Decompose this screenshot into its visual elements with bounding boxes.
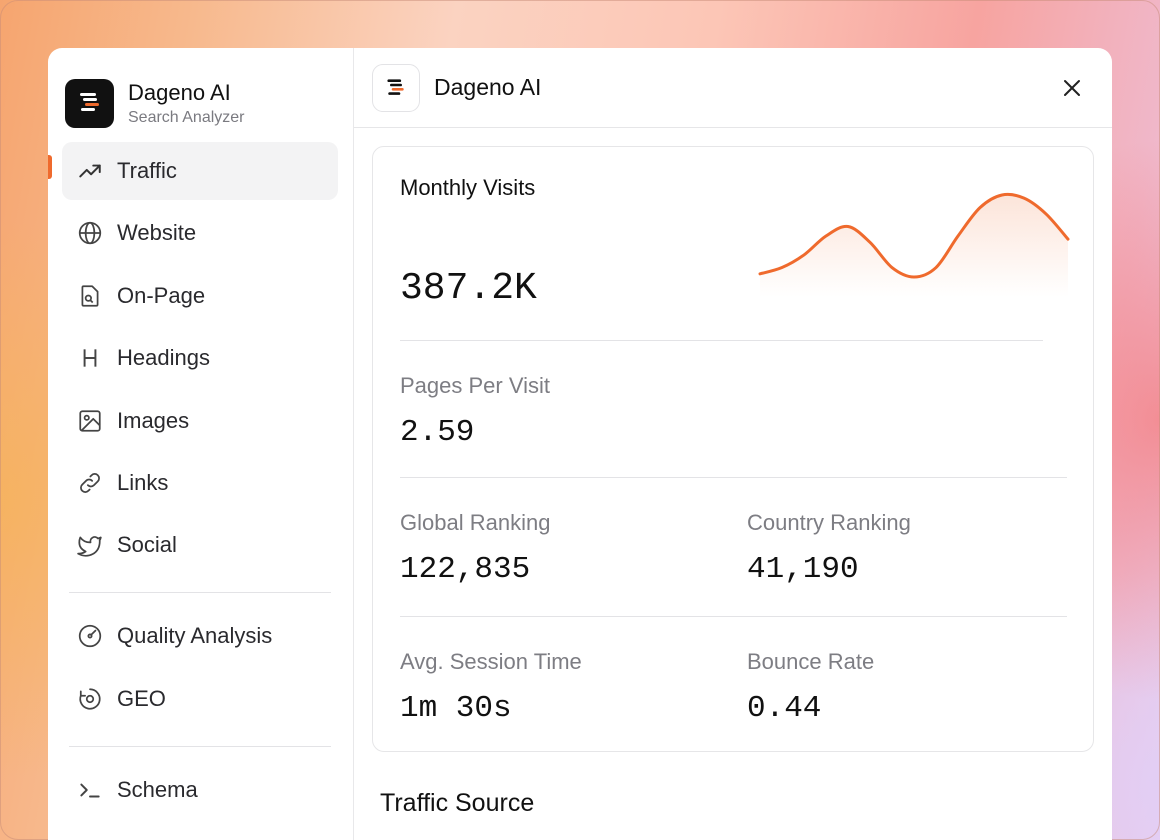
sidebar-divider xyxy=(69,592,331,594)
sidebar-item-images[interactable]: Images xyxy=(62,392,338,450)
bounce-rate-value: 0.44 xyxy=(747,691,822,726)
heading-icon xyxy=(76,344,104,372)
country-ranking-label: Country Ranking xyxy=(747,510,911,535)
sidebar-item-traffic[interactable]: Traffic xyxy=(62,142,338,200)
gauge-icon xyxy=(76,622,104,650)
monthly-visits-value: 387.2K xyxy=(400,267,537,310)
close-button[interactable] xyxy=(1058,74,1086,102)
document-search-icon xyxy=(76,282,104,310)
traffic-source-heading: Traffic Source xyxy=(380,789,535,817)
sidebar-item-label: Schema xyxy=(117,776,198,802)
sidebar-item-label: Website xyxy=(117,220,197,246)
global-ranking-value: 122,835 xyxy=(400,552,531,587)
brand: Dageno AI Search Analyzer xyxy=(48,48,353,142)
sidebar-item-label: Social xyxy=(117,532,177,558)
sidebar-item-headings[interactable]: Headings xyxy=(62,329,338,387)
sidebar-item-label: On-Page xyxy=(117,282,206,308)
sidebar-item-label: GEO xyxy=(117,685,166,711)
divider xyxy=(400,616,1067,617)
avg-session-time-value: 1m 30s xyxy=(400,691,512,726)
sparkline-area xyxy=(760,194,1068,297)
bounce-rate-label: Bounce Rate xyxy=(747,649,875,674)
sidebar-item-links[interactable]: Links xyxy=(62,454,338,512)
dageno-logo-icon xyxy=(65,78,114,128)
link-icon xyxy=(76,469,104,497)
sidebar-item-social[interactable]: Social xyxy=(62,516,338,574)
terminal-icon xyxy=(76,776,104,804)
main-panel: Dageno AI Monthly Visits 387.2K Pages Pe xyxy=(354,48,1112,840)
monthly-visits-sparkline xyxy=(758,192,1070,297)
divider xyxy=(400,340,1043,341)
pages-per-visit-value: 2.59 xyxy=(400,415,475,450)
brand-subtitle: Search Analyzer xyxy=(128,108,245,126)
sidebar-item-label: Traffic xyxy=(117,158,177,183)
sidebar-item-schema[interactable]: Schema xyxy=(62,761,338,819)
sidebar-item-geo[interactable]: GEO xyxy=(62,670,338,728)
sidebar-item-label: Images xyxy=(117,407,190,433)
dageno-logo-icon xyxy=(372,63,420,112)
sidebar-item-label: Links xyxy=(117,469,169,495)
sparkline-line xyxy=(758,192,1070,279)
pages-per-visit-label: Pages Per Visit xyxy=(400,373,551,398)
twitter-icon xyxy=(76,531,104,559)
sidebar-divider xyxy=(69,745,331,747)
sidebar-item-label: Headings xyxy=(117,345,210,371)
geo-icon xyxy=(76,685,104,713)
divider xyxy=(400,477,1067,478)
trending-up-icon xyxy=(76,157,104,185)
sidebar-nav: Traffic Website On-Page Headings xyxy=(48,142,353,819)
panel-title: Dageno AI xyxy=(434,74,542,100)
close-icon xyxy=(1064,80,1080,96)
sidebar: Dageno AI Search Analyzer Traffic Websit… xyxy=(48,48,354,840)
globe-icon xyxy=(76,219,104,247)
global-ranking-label: Global Ranking xyxy=(400,510,551,535)
sidebar-item-label: Quality Analysis xyxy=(117,623,273,649)
panel-header: Dageno AI xyxy=(354,48,1112,128)
country-ranking-value: 41,190 xyxy=(747,552,859,587)
image-icon xyxy=(76,407,104,435)
metrics-card: Monthly Visits 387.2K Pages Per Visit 2.… xyxy=(372,146,1094,752)
app-window: Dageno AI Search Analyzer Traffic Websit… xyxy=(48,48,1112,840)
sidebar-item-website[interactable]: Website xyxy=(62,204,338,262)
monthly-visits-label: Monthly Visits xyxy=(400,175,536,200)
sidebar-item-quality-analysis[interactable]: Quality Analysis xyxy=(62,607,338,665)
active-indicator xyxy=(48,155,52,179)
brand-name: Dageno AI xyxy=(128,79,231,105)
sidebar-item-on-page[interactable]: On-Page xyxy=(62,267,338,325)
avg-session-time-label: Avg. Session Time xyxy=(400,649,582,674)
